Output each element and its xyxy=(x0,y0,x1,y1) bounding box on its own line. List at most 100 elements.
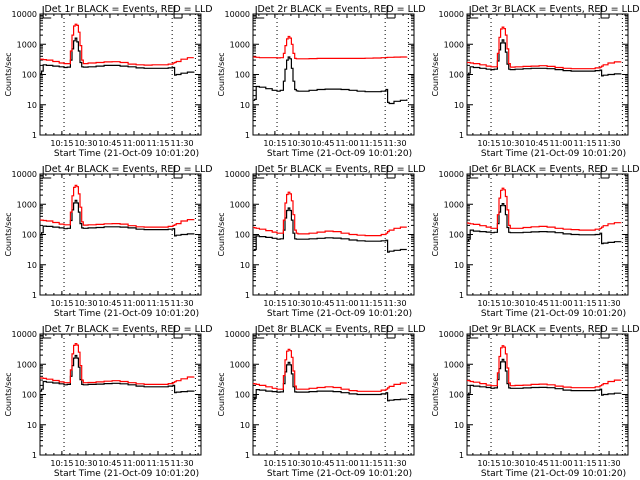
x-tick-label: 11:30 xyxy=(384,459,407,468)
x-tick-label: 10:45 xyxy=(311,139,334,148)
y-axis-label: Counts/sec xyxy=(217,212,226,256)
y-tick-label: 100 xyxy=(449,231,464,240)
series-line-events xyxy=(467,203,622,245)
series-line-lld xyxy=(40,184,195,228)
y-tick-label: 1 xyxy=(32,291,37,300)
x-tick-label: 10:45 xyxy=(311,459,334,468)
x-axis-label: Start Time (21-Oct-09 10:01:20) xyxy=(267,149,412,159)
x-tick-label: 10:15 xyxy=(263,139,286,148)
series-line-events xyxy=(40,354,195,394)
series-line-events xyxy=(253,361,408,402)
x-tick-label: 11:15 xyxy=(146,139,169,148)
y-tick-label: 10000 xyxy=(12,10,37,19)
x-tick-label: 11:00 xyxy=(549,299,572,308)
y-tick-label: 1 xyxy=(459,451,464,460)
x-tick-label: 10:45 xyxy=(98,139,121,148)
x-tick-label: 10:45 xyxy=(525,299,548,308)
series-line-events xyxy=(40,37,195,76)
bracket-marker xyxy=(469,6,479,19)
x-tick-label: 11:00 xyxy=(335,459,358,468)
x-tick-label: 11:15 xyxy=(146,299,169,308)
y-tick-label: 10000 xyxy=(225,330,250,339)
x-tick-label: 10:15 xyxy=(477,299,500,308)
x-tick-label: 10:30 xyxy=(74,139,97,148)
x-tick-label: 10:30 xyxy=(287,459,310,468)
x-tick-label: 10:30 xyxy=(287,139,310,148)
x-tick-label: 11:15 xyxy=(359,459,382,468)
series-line-lld xyxy=(253,348,407,392)
y-axis-label: Counts/sec xyxy=(4,212,13,256)
y-tick-label: 1 xyxy=(245,291,250,300)
y-tick-label: 100 xyxy=(22,391,37,400)
x-tick-label: 10:15 xyxy=(50,299,73,308)
x-tick-label: 10:45 xyxy=(311,299,334,308)
x-axis-label: Start Time (21-Oct-09 10:01:20) xyxy=(54,469,199,479)
x-tick-label: 11:00 xyxy=(122,299,145,308)
bracket-marker xyxy=(386,166,396,179)
x-tick-label: 10:15 xyxy=(263,299,286,308)
y-tick-label: 10 xyxy=(240,101,250,110)
series-line-events xyxy=(467,358,622,396)
bracket-marker xyxy=(386,6,396,19)
detector-panel-1: Det 1r BLACK = Events, RED = LLD 1 10 100 10… xyxy=(4,4,213,159)
x-tick-label: 11:30 xyxy=(598,299,621,308)
x-tick-label: 11:30 xyxy=(171,139,194,148)
y-tick-label: 1 xyxy=(459,291,464,300)
x-axis-label: Start Time (21-Oct-09 10:01:20) xyxy=(267,469,412,479)
x-tick-label: 11:30 xyxy=(171,299,194,308)
detector-panel-4: Det 4r BLACK = Events, RED = LLD 1 10 100 10… xyxy=(4,164,213,319)
y-axis-label: Counts/sec xyxy=(217,52,226,96)
y-tick-label: 10 xyxy=(454,101,464,110)
y-tick-label: 10000 xyxy=(225,10,250,19)
x-tick-label: 11:30 xyxy=(598,139,621,148)
y-tick-label: 1000 xyxy=(230,40,250,49)
y-tick-label: 100 xyxy=(22,231,37,240)
y-axis-label: Counts/sec xyxy=(4,52,13,96)
series-line-lld xyxy=(253,35,408,60)
y-tick-label: 100 xyxy=(235,71,250,80)
x-tick-label: 11:00 xyxy=(549,139,572,148)
y-tick-label: 1000 xyxy=(230,200,250,209)
x-axis-label: Start Time (21-Oct-09 10:01:20) xyxy=(481,469,626,479)
bracket-marker xyxy=(469,166,479,179)
bracket-marker xyxy=(386,326,396,339)
y-tick-label: 1000 xyxy=(17,360,37,369)
y-axis-label: Counts/sec xyxy=(431,212,440,256)
panel-title: Det 5r BLACK = Events, RED = LLD xyxy=(257,164,425,175)
bracket-marker xyxy=(469,326,479,339)
y-tick-label: 1 xyxy=(245,451,250,460)
y-tick-label: 10000 xyxy=(225,170,250,179)
y-tick-label: 1000 xyxy=(17,200,37,209)
x-tick-label: 11:30 xyxy=(384,139,407,148)
series-line-lld xyxy=(40,23,194,66)
x-tick-label: 10:30 xyxy=(287,299,310,308)
x-axis-label: Start Time (21-Oct-09 10:01:20) xyxy=(481,309,626,319)
bracket-marker xyxy=(42,6,52,19)
y-tick-label: 100 xyxy=(22,71,37,80)
y-tick-label: 10000 xyxy=(439,330,464,339)
series-line-lld xyxy=(467,26,622,70)
y-tick-label: 1 xyxy=(459,131,464,140)
x-tick-label: 11:00 xyxy=(335,299,358,308)
y-tick-label: 1 xyxy=(245,131,250,140)
series-line-events xyxy=(467,39,622,77)
x-tick-label: 10:45 xyxy=(98,299,121,308)
y-tick-label: 1 xyxy=(32,451,37,460)
bracket-marker xyxy=(600,166,610,179)
y-tick-label: 10 xyxy=(27,261,37,270)
panel-title: Det 7r BLACK = Events, RED = LLD xyxy=(44,324,212,335)
x-tick-label: 10:15 xyxy=(477,459,500,468)
x-tick-label: 11:30 xyxy=(598,459,621,468)
x-tick-label: 11:30 xyxy=(384,299,407,308)
x-tick-label: 11:30 xyxy=(171,459,194,468)
y-tick-label: 10000 xyxy=(12,170,37,179)
bracket-marker xyxy=(600,6,610,19)
detector-panel-6: Det 6r BLACK = Events, RED = LLD 1 10 100 10… xyxy=(431,164,640,319)
detector-panel-8: Det 8r BLACK = Events, RED = LLD 1 10 100 10… xyxy=(217,324,426,479)
series-line-events xyxy=(253,207,407,253)
detector-panel-5: Det 5r BLACK = Events, RED = LLD 1 10 100 10… xyxy=(217,164,426,319)
y-tick-label: 10 xyxy=(27,421,37,430)
y-tick-label: 10000 xyxy=(439,10,464,19)
x-tick-label: 10:45 xyxy=(525,139,548,148)
y-axis-label: Counts/sec xyxy=(431,372,440,416)
